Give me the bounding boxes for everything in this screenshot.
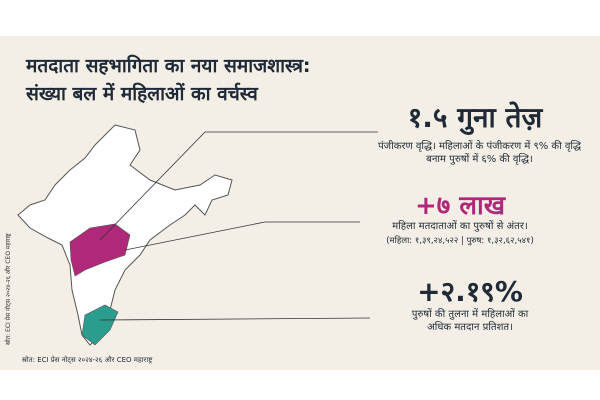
title: संख्या बल में महिलाओं का वर्चस्व xyxy=(26,83,258,105)
source: स्रोत: ECI प्रेस नोट्स २०२४-२६ और CEO मह… xyxy=(22,356,153,364)
source-vertical: स्रोत: ECI प्रेस नोट्स २०२४-२६ और CEO मह… xyxy=(4,233,12,345)
connector xyxy=(99,131,378,241)
stat-headline: +२.१९% xyxy=(417,275,523,308)
stat-text: पुरुषों की तुलना में महिलाओं का अधिक मतद… xyxy=(411,309,529,333)
stat-headline: १.५ गुना तेज़ xyxy=(407,101,543,134)
connector xyxy=(99,317,371,321)
title: मतदाता सहभागिता का नया समाजशास्त्र: xyxy=(26,55,311,77)
stat-text: महिला मतदाताओं का पुरुषों से अंतर। xyxy=(392,221,528,232)
stat-detail: (महिला: १,३९,२४,५२२ | पुरुष: १,३२,६२,५४१… xyxy=(386,236,534,246)
maharashtra xyxy=(69,223,131,277)
stat-text: पंजीकरण वृद्धि। महिलाओं के पंजीकरण में ९… xyxy=(378,141,581,165)
connector xyxy=(124,221,360,251)
tamil-nadu xyxy=(81,304,119,346)
stat-headline: +७ लाख xyxy=(415,191,505,221)
